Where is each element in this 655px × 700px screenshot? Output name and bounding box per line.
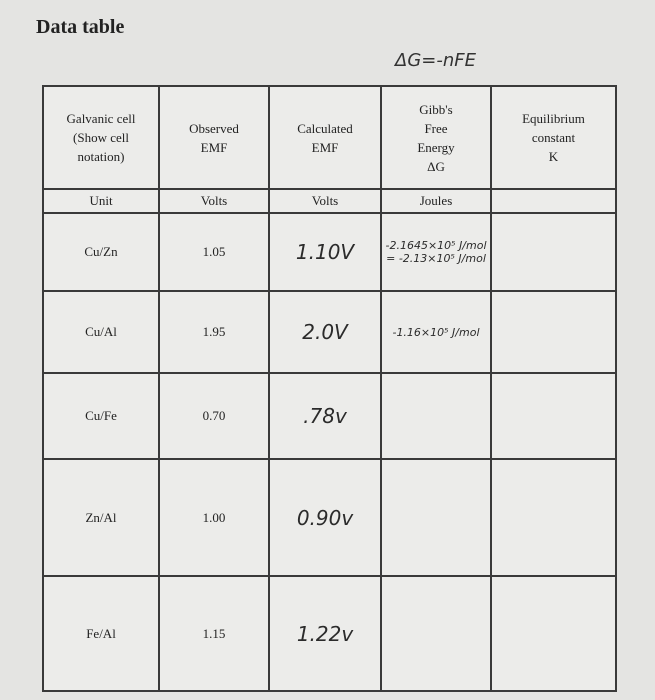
header-cell: Observed EMF: [158, 85, 270, 190]
observed-emf: 1.15: [158, 575, 270, 692]
header-text: Calculated: [297, 120, 353, 136]
calculated-emf: 2.0V: [268, 290, 382, 374]
observed-emf: 1.05: [158, 212, 270, 292]
data-row: Cu/Zn 1.05 1.10V -2.1645×10⁵ J/mol = -2.13×1…: [42, 212, 617, 292]
header-row: Galvanic cell (Show cell notation) Observed…: [42, 85, 617, 190]
header-text: Observed: [189, 120, 239, 136]
gibbs-text: -2.1645×10⁵ J/mol: [385, 239, 487, 252]
header-text: Free: [424, 120, 448, 136]
header-cell: Calculated EMF: [268, 85, 382, 190]
calculated-emf: .78v: [268, 372, 382, 460]
gibbs-energy: -2.1645×10⁵ J/mol = -2.13×10⁵ J/mol: [380, 212, 492, 292]
unit-cell: Joules: [380, 188, 492, 214]
gibbs-energy: [380, 372, 492, 460]
gibbs-energy: [380, 575, 492, 692]
unit-cell: Unit: [42, 188, 160, 214]
calculated-emf: 1.22v: [268, 575, 382, 692]
calculated-emf: 0.90v: [268, 458, 382, 577]
empty-cell: [490, 458, 617, 577]
observed-emf: 1.00: [158, 458, 270, 577]
unit-cell: Volts: [158, 188, 270, 214]
unit-cell: Volts: [268, 188, 382, 214]
empty-cell: [490, 372, 617, 460]
empty-cell: [490, 290, 617, 374]
formula-note: ΔG=-nFE: [395, 50, 476, 71]
data-row: Cu/Al 1.95 2.0V -1.16×10⁵ J/mol: [42, 290, 617, 374]
data-row: Zn/Al 1.00 0.90v: [42, 458, 617, 577]
cell-name: Cu/Zn: [42, 212, 160, 292]
observed-emf: 1.95: [158, 290, 270, 374]
header-text: ΔG: [427, 158, 445, 174]
header-text: Gibb's: [419, 101, 453, 117]
header-text: EMF: [200, 139, 228, 155]
observed-emf: 0.70: [158, 372, 270, 460]
gibbs-text: -1.16×10⁵ J/mol: [392, 325, 480, 339]
title: Data table: [36, 16, 125, 38]
cell-name: Fe/Al: [42, 575, 160, 692]
header-text: (Show cell: [73, 130, 129, 145]
header-text: notation): [77, 149, 125, 164]
empty-cell: [490, 575, 617, 692]
header-cell: Equilibrium constant K: [490, 85, 617, 190]
cell-name: Cu/Fe: [42, 372, 160, 460]
cell-name: Zn/Al: [42, 458, 160, 577]
gibbs-energy: [380, 458, 492, 577]
data-row: Fe/Al 1.15 1.22v: [42, 575, 617, 692]
gibbs-energy: -1.16×10⁵ J/mol: [380, 290, 492, 374]
header-text: Equilibrium: [522, 111, 585, 126]
header-text: Galvanic cell: [66, 111, 136, 126]
header-text: constant: [531, 130, 576, 145]
header-cell: Galvanic cell (Show cell notation): [42, 85, 160, 190]
data-row: Cu/Fe 0.70.78v: [42, 372, 617, 460]
header-cell: Gibb's Free Energy ΔG: [380, 85, 492, 190]
header-text: Energy: [417, 139, 455, 155]
data-table: Galvanic cell (Show cell notation) Observed…: [42, 85, 617, 692]
empty-cell: [490, 188, 617, 214]
calculated-emf: 1.10V: [268, 212, 382, 292]
gibbs-text: = -2.13×10⁵ J/mol: [386, 252, 486, 265]
unit-row: Unit Volts Volts Joules: [42, 188, 617, 214]
header-text: EMF: [311, 139, 339, 155]
cell-name: Cu/Al: [42, 290, 160, 374]
header-text: K: [548, 149, 559, 164]
empty-cell: [490, 212, 617, 292]
